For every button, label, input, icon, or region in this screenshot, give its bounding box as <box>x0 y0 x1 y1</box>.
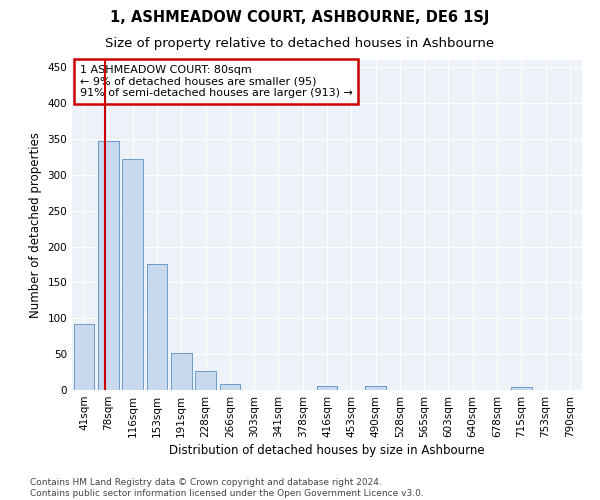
Bar <box>511 387 532 390</box>
Bar <box>74 324 94 390</box>
Bar <box>195 372 216 390</box>
Bar <box>171 352 191 390</box>
Bar <box>146 264 167 390</box>
Y-axis label: Number of detached properties: Number of detached properties <box>29 132 42 318</box>
Bar <box>220 384 240 390</box>
Bar <box>317 386 337 390</box>
Text: Size of property relative to detached houses in Ashbourne: Size of property relative to detached ho… <box>106 38 494 51</box>
Bar <box>365 386 386 390</box>
Text: 1, ASHMEADOW COURT, ASHBOURNE, DE6 1SJ: 1, ASHMEADOW COURT, ASHBOURNE, DE6 1SJ <box>110 10 490 25</box>
Bar <box>98 141 119 390</box>
X-axis label: Distribution of detached houses by size in Ashbourne: Distribution of detached houses by size … <box>169 444 485 457</box>
Text: 1 ASHMEADOW COURT: 80sqm
← 9% of detached houses are smaller (95)
91% of semi-de: 1 ASHMEADOW COURT: 80sqm ← 9% of detache… <box>80 65 353 98</box>
Text: Contains HM Land Registry data © Crown copyright and database right 2024.
Contai: Contains HM Land Registry data © Crown c… <box>30 478 424 498</box>
Bar <box>122 159 143 390</box>
